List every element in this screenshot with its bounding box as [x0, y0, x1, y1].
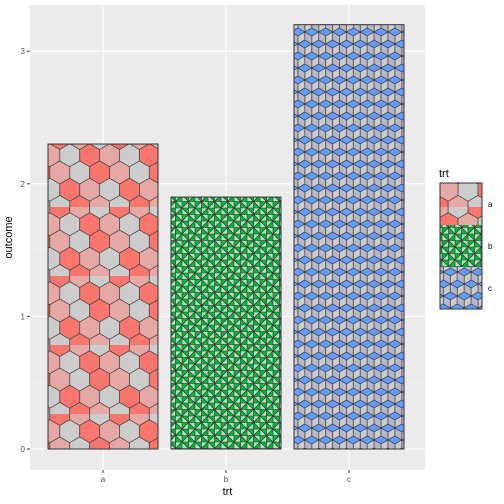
bar-c	[293, 24, 405, 450]
x-tick-label: a	[101, 475, 106, 484]
bar-a	[47, 143, 159, 450]
x-axis-title: trt	[223, 486, 233, 498]
legend-label: a	[488, 200, 493, 209]
legend-key-b	[440, 225, 482, 267]
y-axis-title: outcome	[3, 216, 15, 258]
legend-label: c	[488, 284, 492, 293]
legend-title: trt	[439, 168, 449, 180]
bars	[47, 24, 405, 450]
legend-key-c	[440, 267, 482, 309]
axes: 0 1 2 3 a b c	[21, 47, 351, 484]
y-tick-label: 3	[21, 47, 26, 56]
legend-label: b	[488, 242, 493, 251]
y-tick-label: 2	[21, 180, 26, 189]
y-tick-label: 0	[21, 445, 26, 454]
legend-key-a	[440, 183, 482, 225]
x-tick-label: c	[347, 475, 351, 484]
legend-key-border	[439, 182, 483, 310]
bar-b	[170, 196, 282, 450]
y-tick-label: 1	[21, 312, 26, 321]
legend: trt a b c	[439, 168, 493, 310]
x-tick-label: b	[224, 475, 229, 484]
